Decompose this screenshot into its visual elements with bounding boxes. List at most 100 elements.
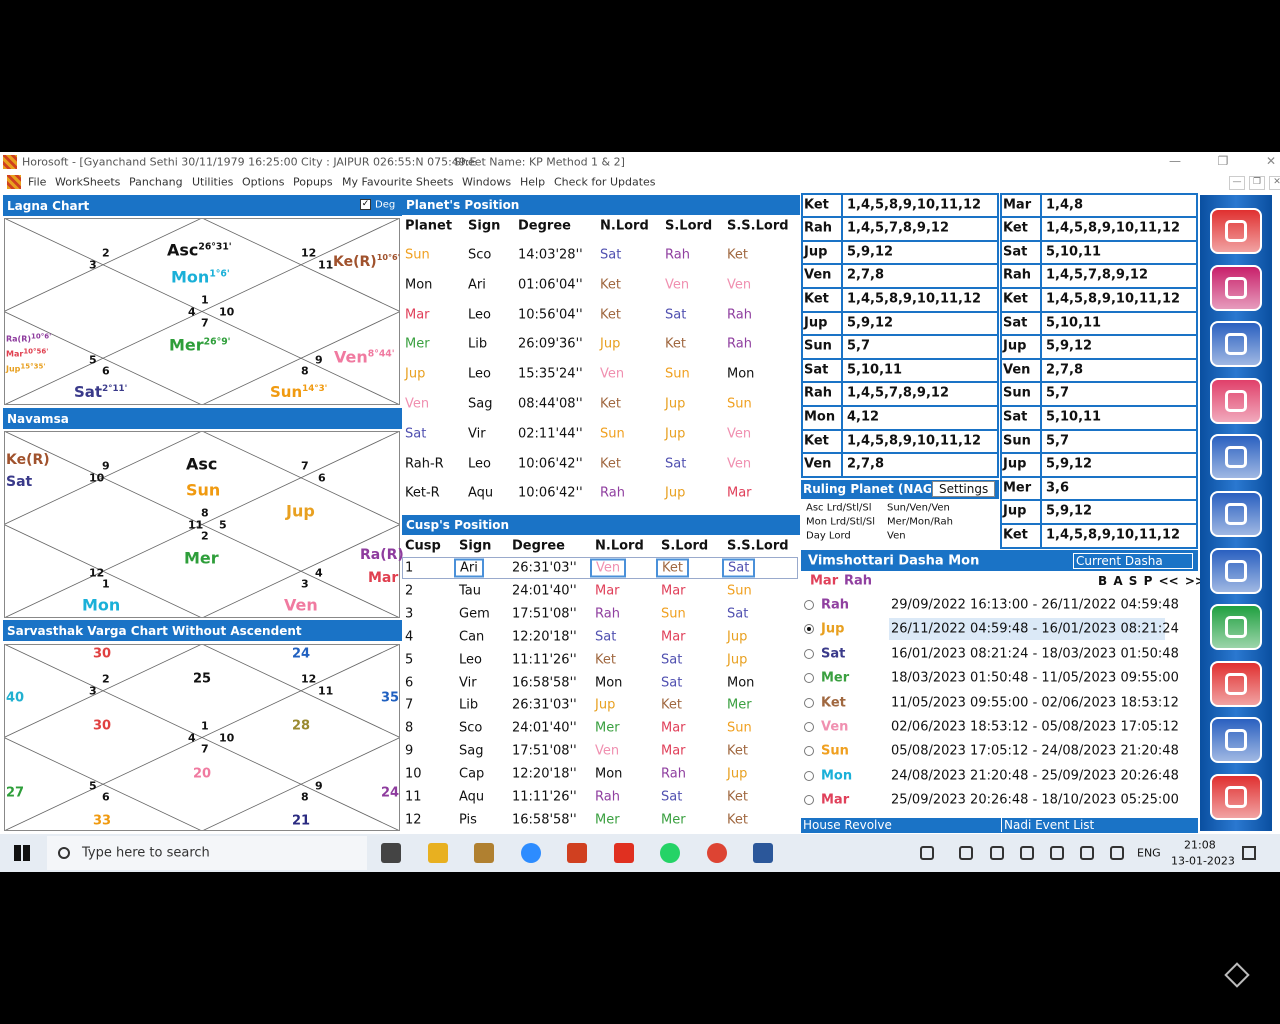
- chart-line: [4, 218, 203, 312]
- table-cell: Sag: [468, 396, 493, 412]
- search-icon: [58, 847, 70, 859]
- planet-name: Ke(R): [333, 254, 377, 270]
- mdi-control[interactable]: ✕: [1269, 176, 1280, 190]
- table-cell: Mer: [595, 720, 620, 736]
- taskbar-app[interactable]: [660, 843, 680, 863]
- search-text: Type here to search: [82, 845, 210, 861]
- sig-row-line: [1000, 546, 1198, 549]
- tool-glyph: [1225, 276, 1247, 299]
- dasha-planet: Sat: [821, 646, 846, 662]
- menu-item[interactable]: Help: [520, 175, 546, 189]
- menu-item[interactable]: File: [28, 175, 47, 189]
- table-cell: 11:11'26'': [512, 789, 577, 805]
- taskbar-app[interactable]: [613, 843, 634, 863]
- radio[interactable]: [804, 770, 814, 781]
- dasha-period: 05/08/2023 17:05:12 - 24/08/2023 21:20:4…: [891, 743, 1179, 759]
- tool-button[interactable]: [1210, 547, 1262, 594]
- taskbar-app[interactable]: [567, 843, 587, 863]
- taskbar-app[interactable]: [381, 843, 401, 863]
- house-number: 11: [188, 518, 204, 532]
- menu-item[interactable]: WorkSheets: [55, 175, 121, 189]
- tool-button[interactable]: [1210, 208, 1262, 254]
- table-cell: 8: [405, 720, 414, 736]
- sig-row-line: [801, 287, 999, 289]
- tool-button[interactable]: [1210, 660, 1262, 707]
- table-cell: 15:35'24'': [518, 366, 583, 382]
- sig-planet: Ven: [804, 456, 832, 472]
- table-cell: 24:01'40'': [512, 583, 577, 599]
- tool-glyph: [1225, 503, 1247, 525]
- tray-icon[interactable]: [1110, 846, 1124, 860]
- tray-icon[interactable]: [990, 846, 1004, 860]
- menu-item[interactable]: Utilities: [192, 175, 234, 189]
- mdi-control[interactable]: ❐: [1249, 176, 1265, 190]
- table-cell: 10: [405, 766, 422, 782]
- planet-degree: 8°44': [367, 348, 395, 360]
- tool-button[interactable]: [1210, 491, 1262, 537]
- menu-item[interactable]: Windows: [462, 175, 512, 189]
- radio[interactable]: [804, 624, 814, 635]
- tool-button[interactable]: [1210, 377, 1262, 424]
- taskbar-app[interactable]: [753, 843, 773, 863]
- menu-item[interactable]: My Favourite Sheets: [342, 175, 454, 189]
- chart-planet: Mar: [368, 570, 399, 586]
- radio[interactable]: [804, 722, 814, 732]
- menu-item[interactable]: Panchang: [129, 175, 183, 189]
- tray-icon[interactable]: [959, 846, 973, 860]
- sig-divider: [841, 193, 843, 217]
- house-number: 11: [318, 684, 334, 698]
- taskbar-app[interactable]: [474, 843, 494, 863]
- notification-icon[interactable]: [1242, 846, 1256, 860]
- tool-button[interactable]: [1210, 774, 1262, 820]
- window-control[interactable]: ❐: [1217, 154, 1229, 168]
- taskbar-app[interactable]: [706, 843, 727, 863]
- tool-button[interactable]: [1210, 717, 1262, 764]
- menu-item[interactable]: Check for Updates: [554, 175, 656, 189]
- current-dasha[interactable]: Current Dasha: [1073, 553, 1193, 569]
- planet-name: Sat: [74, 383, 103, 401]
- chart-line: [4, 218, 400, 405]
- mdi-control[interactable]: —: [1229, 176, 1245, 190]
- sig-houses: 5,9,12: [1046, 338, 1093, 354]
- table-cell: Cap: [459, 766, 485, 782]
- tray-icon[interactable]: [920, 846, 934, 860]
- bottom-tab[interactable]: House Revolve: [803, 818, 892, 832]
- tool-button[interactable]: [1210, 604, 1262, 651]
- tool-button[interactable]: [1210, 434, 1262, 481]
- taskbar-app[interactable]: [520, 843, 541, 863]
- sig-row-line: [1000, 239, 1198, 242]
- sig-divider: [841, 287, 843, 311]
- menu-item[interactable]: Popups: [293, 175, 333, 189]
- tool-button[interactable]: [1210, 264, 1262, 311]
- radio[interactable]: [804, 795, 814, 806]
- sig-planet: Rah: [804, 385, 833, 401]
- sig-planet: Sat: [1003, 409, 1028, 425]
- dasha-path[interactable]: Rah: [844, 573, 873, 589]
- tool-button[interactable]: [1210, 321, 1262, 368]
- radio[interactable]: [804, 600, 814, 610]
- radio[interactable]: [804, 746, 814, 757]
- radio[interactable]: [804, 673, 814, 684]
- planet-name: Ven: [334, 347, 368, 367]
- menu-item[interactable]: Options: [242, 175, 285, 189]
- deg-checkbox[interactable]: ✓: [360, 199, 371, 210]
- corner-icon[interactable]: [1224, 962, 1250, 988]
- taskbar-app[interactable]: [427, 843, 448, 863]
- radio[interactable]: [804, 697, 814, 708]
- table-cell: Mar: [661, 629, 686, 645]
- window-control[interactable]: ✕: [1265, 154, 1277, 168]
- dasha-nav[interactable]: B A S P << >>: [1098, 574, 1205, 588]
- radio[interactable]: [804, 648, 814, 659]
- tray-icon[interactable]: [1020, 846, 1034, 860]
- dasha-path[interactable]: Mar: [810, 573, 839, 589]
- table-cell: Sag: [459, 743, 484, 759]
- settings-button[interactable]: Settings: [932, 481, 996, 497]
- tray-icon[interactable]: [1080, 846, 1094, 860]
- start-button[interactable]: [14, 845, 30, 861]
- search-box[interactable]: [47, 836, 367, 870]
- dasha-planet: Jup: [821, 621, 845, 637]
- window-control[interactable]: —: [1169, 154, 1181, 168]
- bottom-tab[interactable]: Nadi Event List: [1001, 818, 1094, 832]
- tray-icon[interactable]: [1050, 846, 1064, 860]
